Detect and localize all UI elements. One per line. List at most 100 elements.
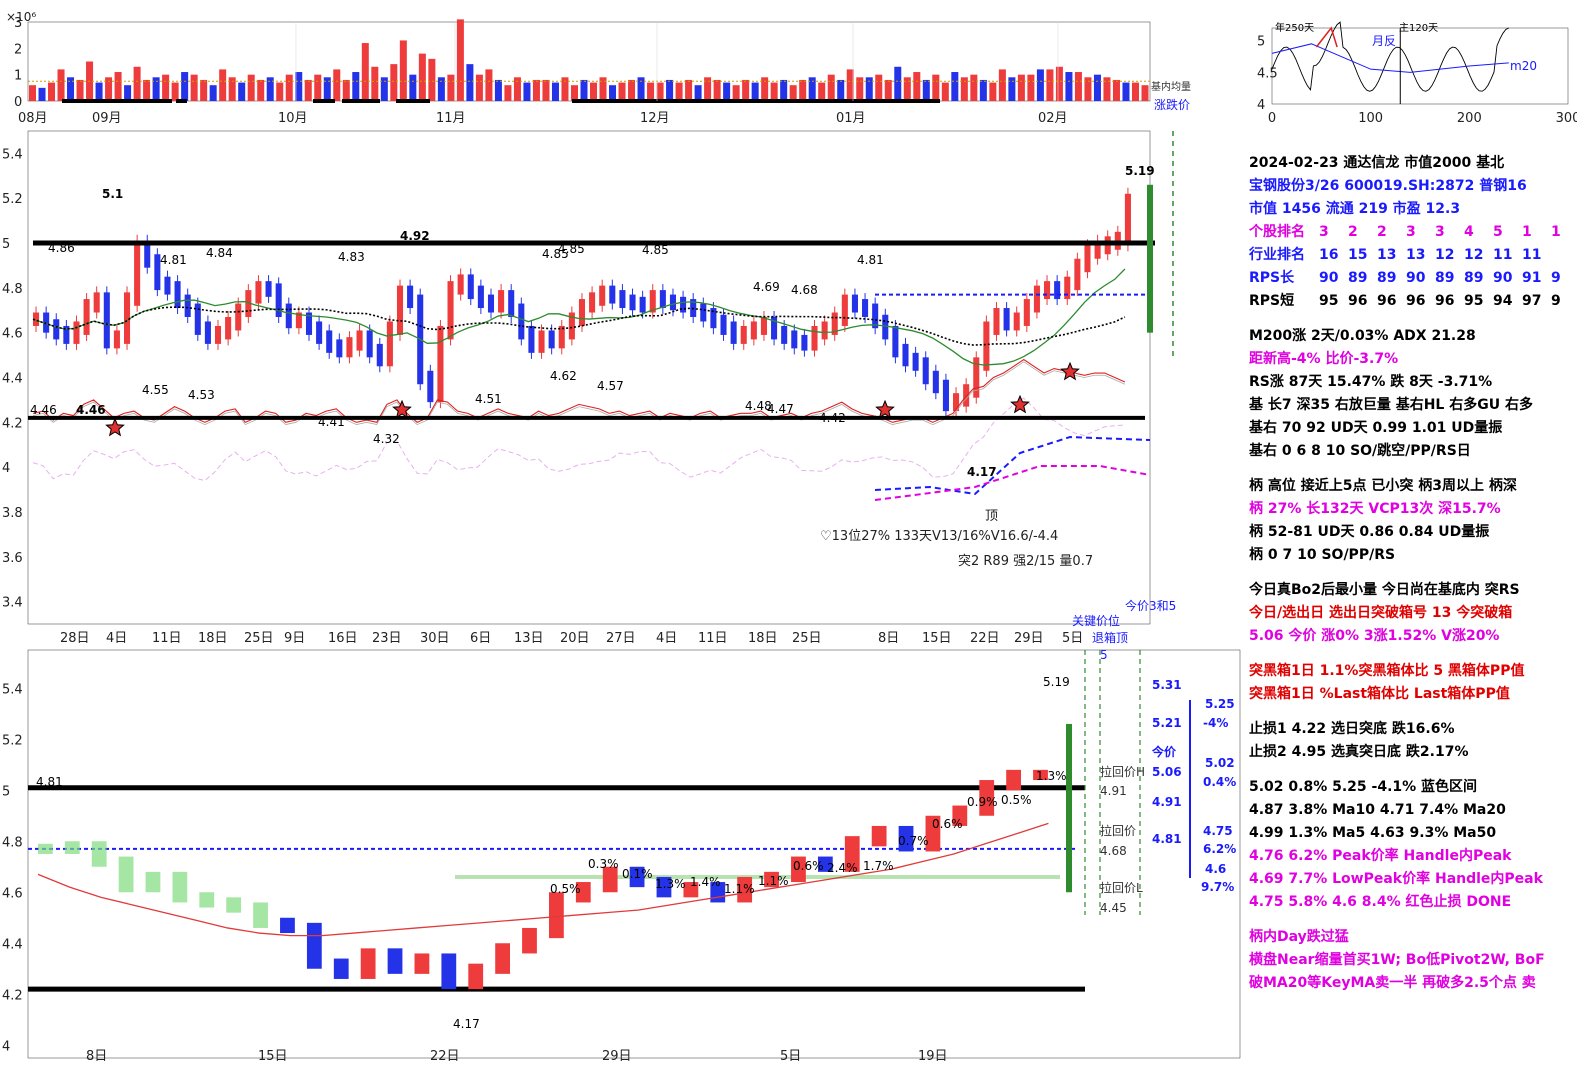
main-date-tick: 4日 [656, 631, 677, 646]
rank-value: 89 [1435, 270, 1455, 286]
inset-y-tick: 5 [1257, 35, 1265, 50]
candle-body [1054, 281, 1061, 300]
rank-value: 15 [1348, 247, 1368, 263]
side-line: 突黑箱1日 1.1%突黑箱体比 5 黑箱体PP值 [1249, 663, 1525, 679]
volume-bar [247, 74, 255, 101]
side-line: 基右 70 92 UD天 0.99 1.01 UD量振 [1249, 420, 1503, 436]
volume-bar [780, 79, 788, 101]
volume-bar [1131, 82, 1139, 101]
lower-pct-label: 0.9% [967, 795, 998, 809]
candle-body [1084, 245, 1091, 273]
lower-y-tick: 5 [2, 784, 10, 799]
rank-value: 90 [1406, 270, 1426, 286]
main-price-label: 4.92 [400, 229, 430, 243]
candle-body [184, 294, 191, 317]
rank-value: 97 [1522, 293, 1542, 309]
base-period-bar [62, 99, 172, 103]
volume-bar [1065, 72, 1073, 101]
candle-body [194, 303, 201, 335]
volume-bar [114, 72, 122, 101]
lower-y-tick: 4 [2, 1039, 10, 1054]
right-ladder-pct: 4.6 [1205, 862, 1226, 876]
volume-bar [48, 82, 56, 101]
volume-bar [1046, 69, 1054, 101]
candle-body [386, 321, 393, 367]
candle-body [43, 312, 50, 333]
candle-body [942, 379, 949, 412]
lower-candle [172, 871, 188, 903]
candle-body [831, 312, 838, 335]
lower-candle [118, 856, 134, 893]
volume-bar [1093, 74, 1101, 101]
rank-value: 95 [1319, 293, 1339, 309]
rank-value: 96 [1377, 293, 1397, 309]
side-line: 基右 0 6 8 10 SO/跳空/PP/RS日 [1249, 443, 1471, 459]
candle-body [740, 325, 747, 344]
candle-body [760, 316, 767, 335]
candle-body [144, 240, 151, 268]
rank-value: 96 [1348, 293, 1368, 309]
stop-loss-block: 止损1 4.22 选日突底 跌16.6% 止损2 4.95 选真突日底 跌2.17… [1249, 718, 1575, 764]
rank-value: 11 [1493, 247, 1513, 263]
main-price-label: 5.19 [1125, 164, 1155, 178]
inset-label: m20 [1510, 59, 1537, 73]
candle-body [589, 292, 596, 313]
volume-bar [570, 85, 578, 101]
volume-month-tick: 08月 [18, 111, 48, 126]
volume-bar [276, 82, 284, 101]
candle-body [83, 299, 90, 335]
main-frame [27, 130, 1151, 625]
candle-body [922, 357, 929, 385]
candle-body [295, 312, 302, 329]
inset-price-line [1271, 21, 1510, 92]
volume-bar [181, 72, 189, 101]
rank-value: 90 [1319, 270, 1339, 286]
main-date-tick: 11日 [152, 631, 182, 646]
side-line: 横盘Near缩量首买1W; Bo低Pivot2W, BoF [1249, 952, 1545, 968]
volume-bar [342, 79, 350, 101]
lower-date-tick: 29日 [602, 1049, 632, 1064]
candle-body [164, 276, 171, 295]
side-line: 5.02 0.8% 5.25 -4.1% 蓝色区间 [1249, 779, 1478, 795]
lower-candle [145, 871, 161, 893]
volume-bar [551, 82, 559, 101]
candle-body [538, 330, 545, 353]
side-line: 柄 0 7 10 SO/PP/RS [1249, 547, 1396, 563]
ma-dotted-line [32, 306, 1126, 346]
rank-value: 96 [1406, 293, 1426, 309]
pullback-label: 拉回价 [1100, 823, 1136, 838]
volume-bar [656, 82, 664, 101]
candle-body [781, 325, 788, 344]
main-price-label: 4.84 [206, 246, 233, 260]
rank-value: 91 [1522, 270, 1542, 286]
rank-row: RPS短 95 96 96 96 96 95 94 97 9 [1249, 290, 1575, 313]
lower-y-tick: 4.6 [2, 886, 23, 901]
volume-bar [1122, 82, 1130, 101]
lower-candle [791, 856, 806, 883]
lower-ma-line [37, 822, 1049, 937]
candle-body [305, 312, 313, 335]
volume-bar [105, 77, 113, 101]
volume-bar [998, 69, 1006, 101]
candle-body [154, 254, 161, 291]
side-line: 柄 52-81 UD天 0.86 0.84 UD量振 [1249, 524, 1490, 540]
volume-bar [1103, 77, 1111, 101]
volume-bar [133, 66, 141, 101]
rank-value: 90 [1493, 270, 1513, 286]
candle-body [720, 314, 727, 335]
volume-bar [67, 77, 75, 101]
inset-red-line [1315, 26, 1338, 48]
volume-bar [590, 82, 598, 101]
volume-bar [647, 82, 655, 101]
lower-y-tick: 5.4 [2, 682, 23, 697]
volume-bar [970, 74, 978, 101]
volume-bar [466, 64, 474, 101]
right-ladder-label: 5.21 [1152, 716, 1182, 730]
rank-value: 2 [1377, 224, 1387, 240]
lower-candle [549, 892, 564, 939]
volume-bar [513, 77, 521, 101]
lower-candle [199, 892, 215, 908]
volume-month-tick: 01月 [836, 111, 866, 126]
lower-candle [898, 825, 914, 852]
main-date-tick: 20日 [560, 631, 590, 646]
